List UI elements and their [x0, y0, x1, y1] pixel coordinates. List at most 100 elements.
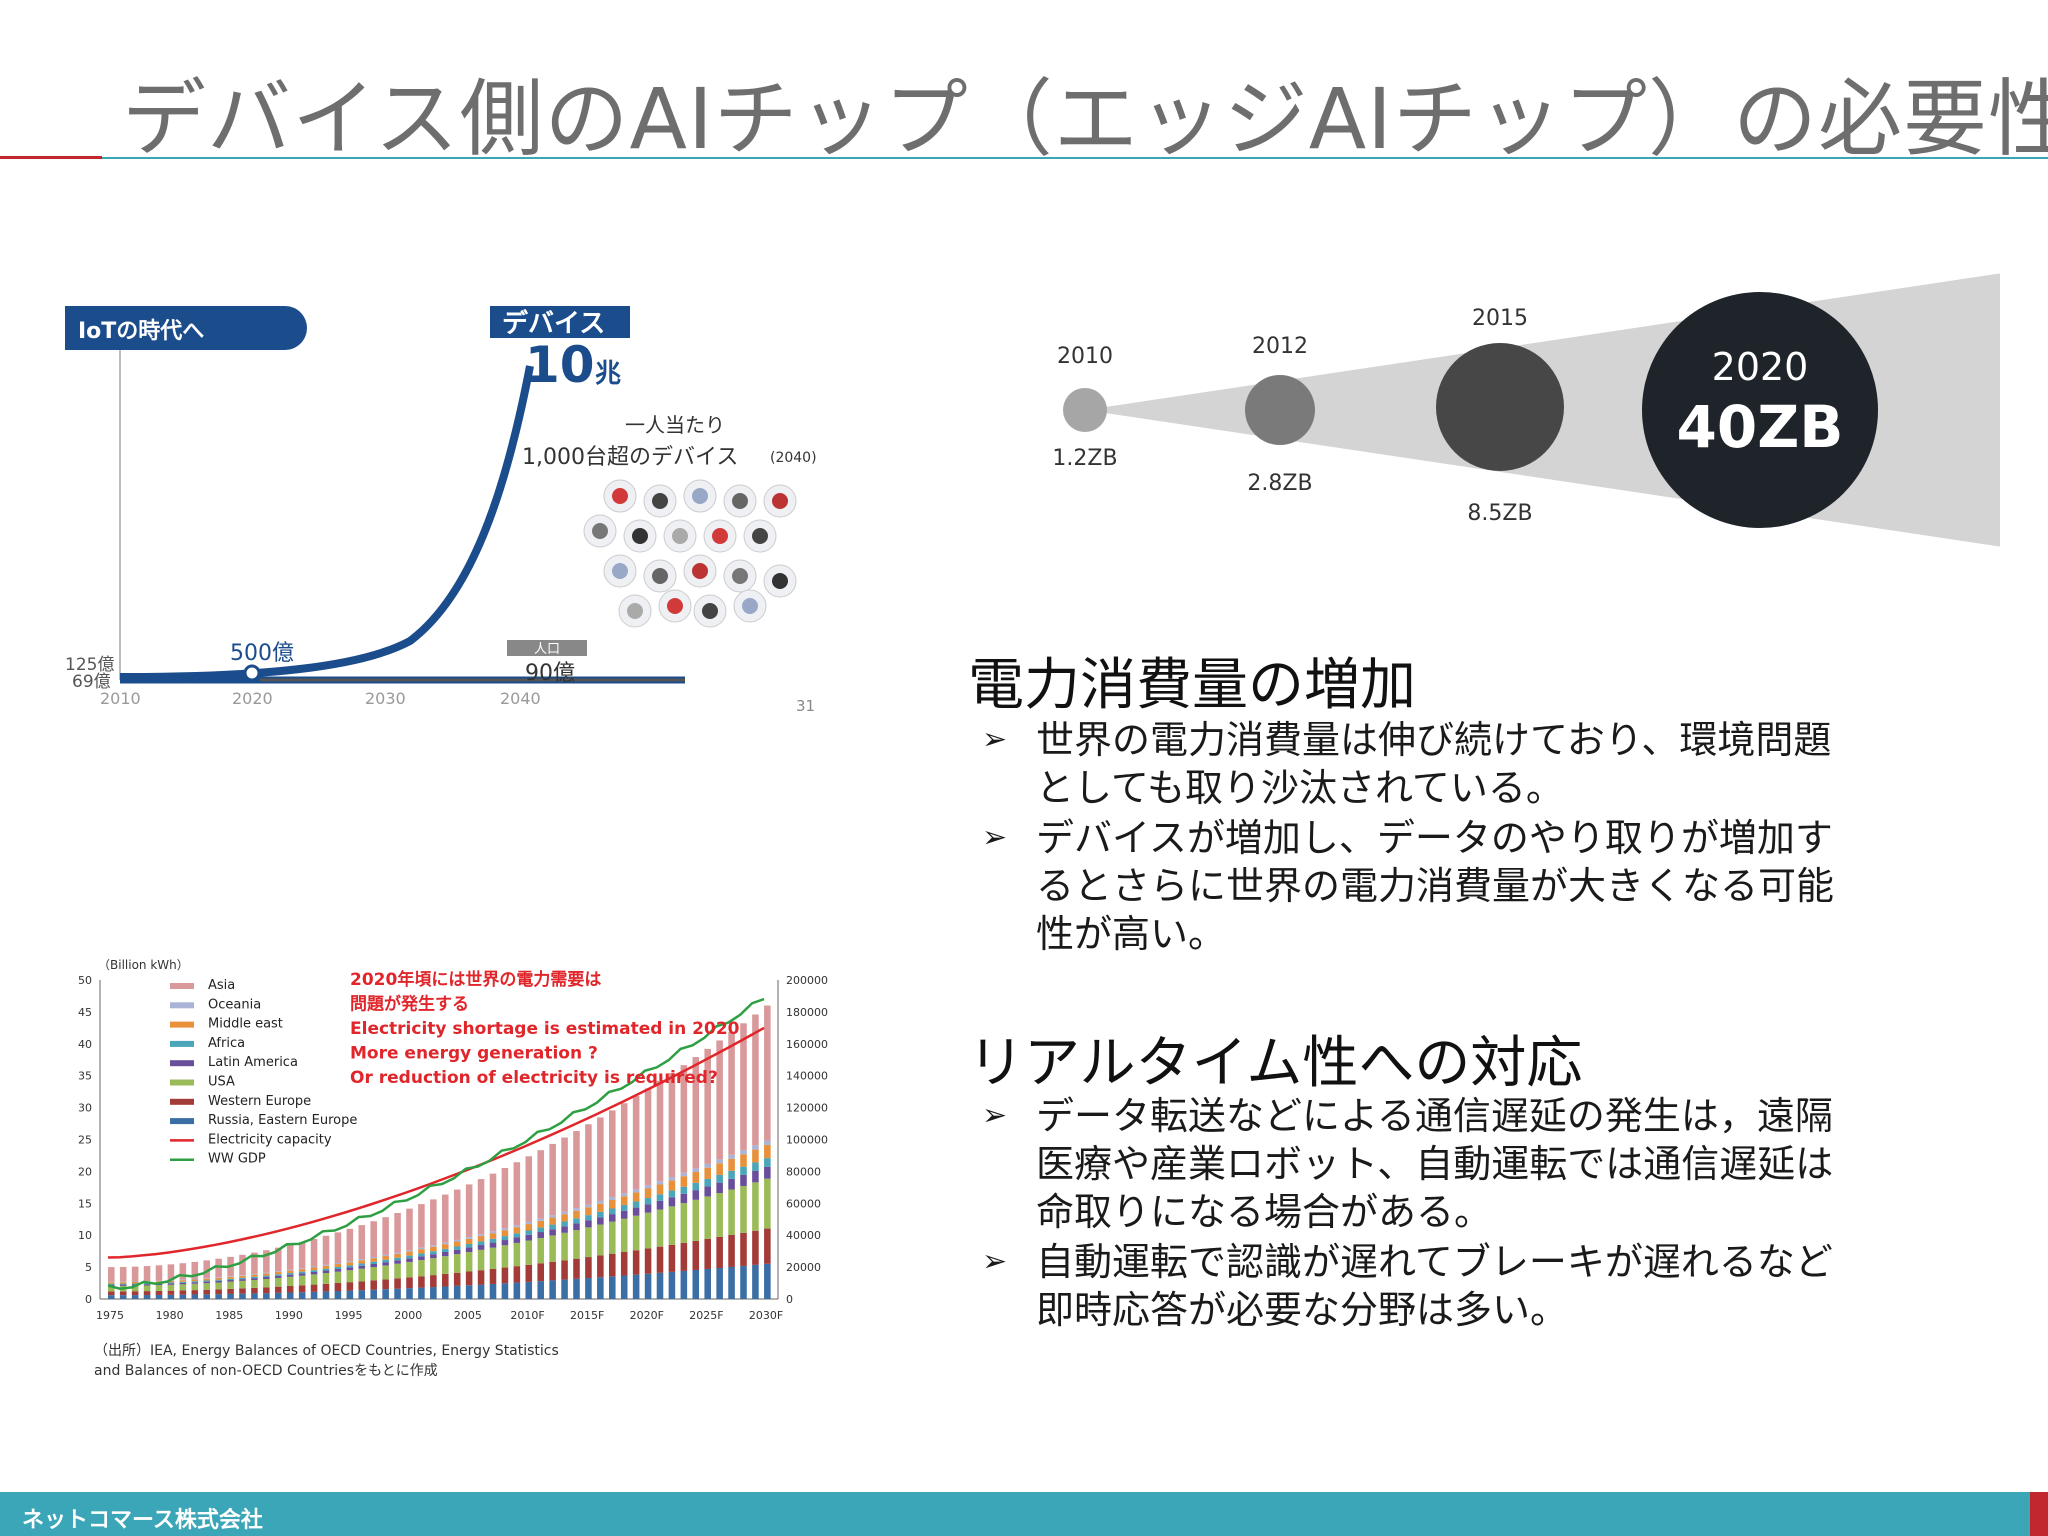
legend-swatch	[170, 1040, 194, 1047]
legend-label: Electricity capacity	[208, 1132, 332, 1147]
bar-segment	[382, 1254, 389, 1257]
bar-segment	[155, 1265, 163, 1281]
bar-segment	[442, 1194, 449, 1243]
bar-segment	[740, 1150, 747, 1155]
legend-swatch	[170, 983, 194, 989]
bar-segment	[263, 1287, 270, 1294]
iot-x-tick: 2010	[100, 689, 141, 708]
bullet-line: 命取りになる場合がある。	[1036, 1190, 1493, 1234]
device-icon-dot	[702, 603, 718, 619]
bar-segment	[167, 1282, 175, 1284]
bar-segment	[108, 1282, 115, 1284]
bar-segment	[346, 1290, 354, 1299]
bar-segment	[692, 1190, 700, 1200]
bar-segment	[632, 1207, 640, 1216]
bar-segment	[286, 1244, 294, 1270]
bar-segment	[119, 1282, 127, 1284]
bar-segment	[191, 1290, 199, 1295]
bar-segment	[108, 1291, 115, 1296]
bar-segment	[465, 1247, 473, 1253]
bar-segment	[656, 1200, 664, 1210]
bar-segment	[263, 1275, 270, 1278]
bar-segment	[644, 1088, 652, 1186]
bar-segment	[489, 1233, 497, 1239]
legend-label: Russia, Eastern Europe	[208, 1113, 357, 1128]
legend-label: Africa	[208, 1036, 245, 1051]
bar-segment	[489, 1173, 497, 1232]
bar-segment	[644, 1248, 652, 1274]
bar-segment	[573, 1208, 580, 1211]
bar-segment	[334, 1271, 342, 1284]
bar-segment	[322, 1264, 330, 1266]
bar-segment	[740, 1174, 747, 1186]
bar-segment	[704, 1196, 711, 1239]
annotation-line: Electricity shortage is estimated in 202…	[350, 1019, 740, 1039]
growth-year: 2015	[1472, 306, 1528, 331]
bar-segment	[418, 1276, 425, 1288]
bar-segment	[465, 1271, 473, 1286]
bar-segment	[489, 1231, 497, 1234]
bar-segment	[537, 1232, 544, 1238]
y-tick-left: 30	[78, 1102, 92, 1115]
bar-segment	[286, 1269, 294, 1271]
bar-segment	[752, 1149, 759, 1163]
x-tick: 2030F	[749, 1309, 783, 1322]
bar-segment	[764, 1263, 771, 1299]
y-tick-right: 200000	[786, 974, 828, 987]
bar-segment	[680, 1065, 688, 1173]
bar-segment	[561, 1226, 568, 1233]
bar-segment	[442, 1248, 449, 1253]
bar-segment	[513, 1162, 521, 1226]
y-tick-left: 25	[78, 1134, 92, 1147]
bar-segment	[597, 1277, 604, 1299]
devices-value: 10	[525, 336, 595, 394]
bar-segment	[513, 1266, 521, 1283]
bar-segment	[286, 1274, 294, 1277]
bar-segment	[310, 1271, 318, 1275]
bar-segment	[656, 1181, 664, 1185]
legend-swatch	[170, 1021, 194, 1028]
bullet-line: デバイスが増加し、データのやり取りが増加す	[1036, 816, 1833, 860]
bar-segment	[334, 1263, 342, 1265]
growth-circle	[1436, 343, 1564, 471]
bar-segment	[334, 1267, 342, 1270]
bar-segment	[275, 1277, 282, 1287]
bar-segment	[609, 1197, 616, 1200]
bar-segment	[764, 1005, 771, 1141]
legend-label: Oceania	[208, 997, 261, 1012]
bar-segment	[561, 1260, 568, 1280]
slide-title: デバイス側のAIチップ（エッジAIチップ）の必要性	[122, 70, 2048, 168]
annotation-line: Or reduction of electricity is required?	[350, 1068, 718, 1088]
power-bullet: ➢ 世界の電力消費量は伸び続けており、環境問題 としても取り沙汰されている。	[968, 716, 1968, 812]
bar-segment	[119, 1283, 127, 1285]
bar-segment	[227, 1293, 234, 1299]
bar-segment	[179, 1280, 187, 1282]
bar-segment	[394, 1253, 401, 1258]
bar-segment	[585, 1207, 592, 1216]
bar-segment	[716, 1193, 723, 1237]
bar-segment	[346, 1265, 354, 1268]
bar-segment	[251, 1279, 258, 1288]
bar-segment	[501, 1167, 509, 1229]
bar-segment	[322, 1273, 330, 1284]
bar-segment	[358, 1263, 366, 1266]
x-tick: 1975	[96, 1309, 124, 1322]
bar-segment	[239, 1254, 246, 1276]
bar-segment	[382, 1279, 389, 1290]
bar-segment	[752, 1230, 759, 1265]
bar-segment	[275, 1292, 282, 1299]
bar-segment	[418, 1249, 425, 1254]
bullet-line: 医療や産業ロボット、自動運転では通信遅延は	[1036, 1142, 1834, 1186]
bar-segment	[310, 1284, 318, 1292]
iot-badge-text: IoTの時代へ	[78, 319, 204, 344]
bar-segment	[585, 1204, 592, 1208]
bar-segment	[740, 1232, 747, 1266]
device-icon-dot	[692, 563, 708, 579]
bar-segment	[143, 1295, 151, 1299]
bar-segment	[275, 1247, 282, 1272]
bar-segment	[704, 1167, 711, 1179]
bar-segment	[716, 1182, 723, 1194]
bar-segment	[620, 1205, 628, 1211]
bar-segment	[656, 1184, 664, 1195]
